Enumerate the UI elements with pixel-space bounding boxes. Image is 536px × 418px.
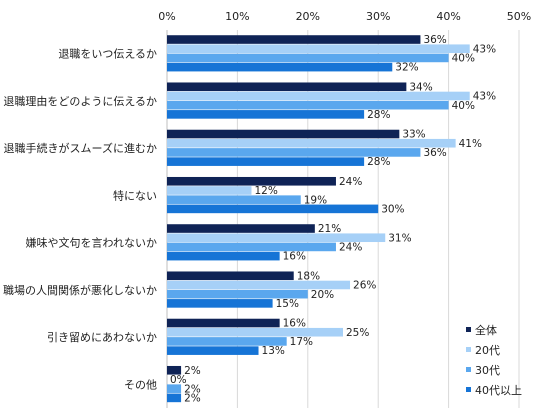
bar: [167, 224, 315, 233]
bar: [167, 186, 252, 195]
bar: [167, 129, 400, 139]
bar: [167, 44, 470, 54]
data-label: 26%: [353, 280, 376, 292]
data-labels: 36%43%40%32%34%43%40%28%33%41%36%28%24%1…: [170, 34, 496, 404]
data-label: 21%: [318, 223, 341, 235]
bar: [167, 327, 343, 337]
bar: [167, 138, 456, 148]
legend: 全体 20代 30代 40代以上: [466, 323, 522, 397]
bar: [167, 299, 273, 308]
category-label: 退職理由をどのように伝えるか: [3, 94, 157, 108]
category-label: 嫌味や文句を言われないか: [26, 236, 157, 250]
category-label: その他: [124, 378, 157, 391]
bar: [167, 346, 259, 355]
data-label: 15%: [276, 298, 299, 310]
category-label: 職場の人間関係が悪化しないか: [3, 283, 157, 297]
data-label: 19%: [304, 194, 327, 206]
data-label: 2%: [184, 392, 201, 404]
legend-label: 全体: [475, 323, 497, 337]
data-label: 25%: [346, 327, 369, 339]
data-label: 16%: [283, 251, 306, 263]
bar: [167, 110, 365, 119]
bar: [167, 251, 280, 261]
data-label: 31%: [388, 232, 411, 244]
bar: [167, 233, 386, 243]
category-label: 退職をいつ伝えるか: [58, 48, 157, 61]
bar: [167, 100, 449, 110]
data-label: 2%: [184, 365, 201, 377]
bar: [167, 271, 294, 281]
bar: [167, 82, 407, 92]
data-label: 0%: [170, 374, 187, 386]
data-label: 28%: [367, 156, 390, 168]
x-tick-label: 10%: [225, 10, 249, 23]
category-label: 退職手続きがスムーズに進むか: [4, 141, 157, 155]
data-label: 40%: [452, 53, 475, 65]
legend-swatch: [466, 367, 471, 372]
bar: [167, 157, 365, 166]
data-label: 30%: [381, 203, 404, 215]
bars: [167, 35, 470, 403]
data-label: 33%: [402, 129, 425, 141]
data-label: 36%: [423, 147, 446, 159]
data-label: 40%: [452, 100, 475, 112]
bar: [167, 384, 182, 393]
bar: [167, 365, 182, 375]
data-label: 12%: [254, 185, 277, 197]
data-label: 17%: [290, 336, 313, 348]
data-label: 18%: [297, 270, 320, 282]
data-label: 41%: [459, 138, 482, 150]
bar: [167, 289, 308, 299]
bar: [167, 176, 336, 186]
data-label: 20%: [311, 289, 334, 301]
data-label: 36%: [423, 34, 446, 46]
bar: [167, 91, 470, 101]
bar: [167, 280, 351, 290]
legend-label: 40代以上: [475, 384, 522, 397]
category-label: 特にない: [113, 188, 157, 202]
x-tick-label: 20%: [296, 10, 320, 23]
data-label: 32%: [395, 62, 418, 74]
x-tick-label: 0%: [158, 10, 175, 23]
data-label: 13%: [262, 345, 285, 357]
legend-swatch: [466, 327, 471, 332]
bar: [167, 62, 393, 72]
data-label: 2%: [184, 383, 201, 395]
bar: [167, 148, 421, 157]
data-label: 43%: [473, 91, 496, 103]
data-label: 24%: [339, 242, 362, 254]
bar: [167, 53, 449, 63]
data-label: 24%: [339, 176, 362, 188]
category-label: 引き留めにあわないか: [47, 330, 157, 344]
x-tick-label: 30%: [366, 10, 390, 23]
bar: [167, 195, 301, 204]
bar: [167, 318, 280, 328]
bar: [167, 393, 182, 403]
x-axis: 0% 10% 20% 30% 40% 50%: [158, 10, 531, 23]
x-tick-label: 40%: [436, 10, 460, 23]
legend-swatch: [466, 387, 471, 392]
data-label: 28%: [367, 109, 390, 121]
data-label: 43%: [473, 43, 496, 55]
data-label: 16%: [283, 318, 306, 330]
legend-label: 20代: [475, 344, 500, 357]
bar: [167, 337, 287, 346]
bar: [167, 35, 421, 44]
legend-swatch: [466, 347, 471, 352]
bar: [167, 242, 336, 252]
data-label: 34%: [409, 81, 432, 93]
x-tick-label: 50%: [507, 10, 531, 23]
legend-label: 30代: [475, 364, 500, 377]
y-axis: 退職をいつ伝えるか退職理由をどのように伝えるか退職手続きがスムーズに進むか特にな…: [3, 48, 157, 392]
bar: [167, 204, 379, 214]
